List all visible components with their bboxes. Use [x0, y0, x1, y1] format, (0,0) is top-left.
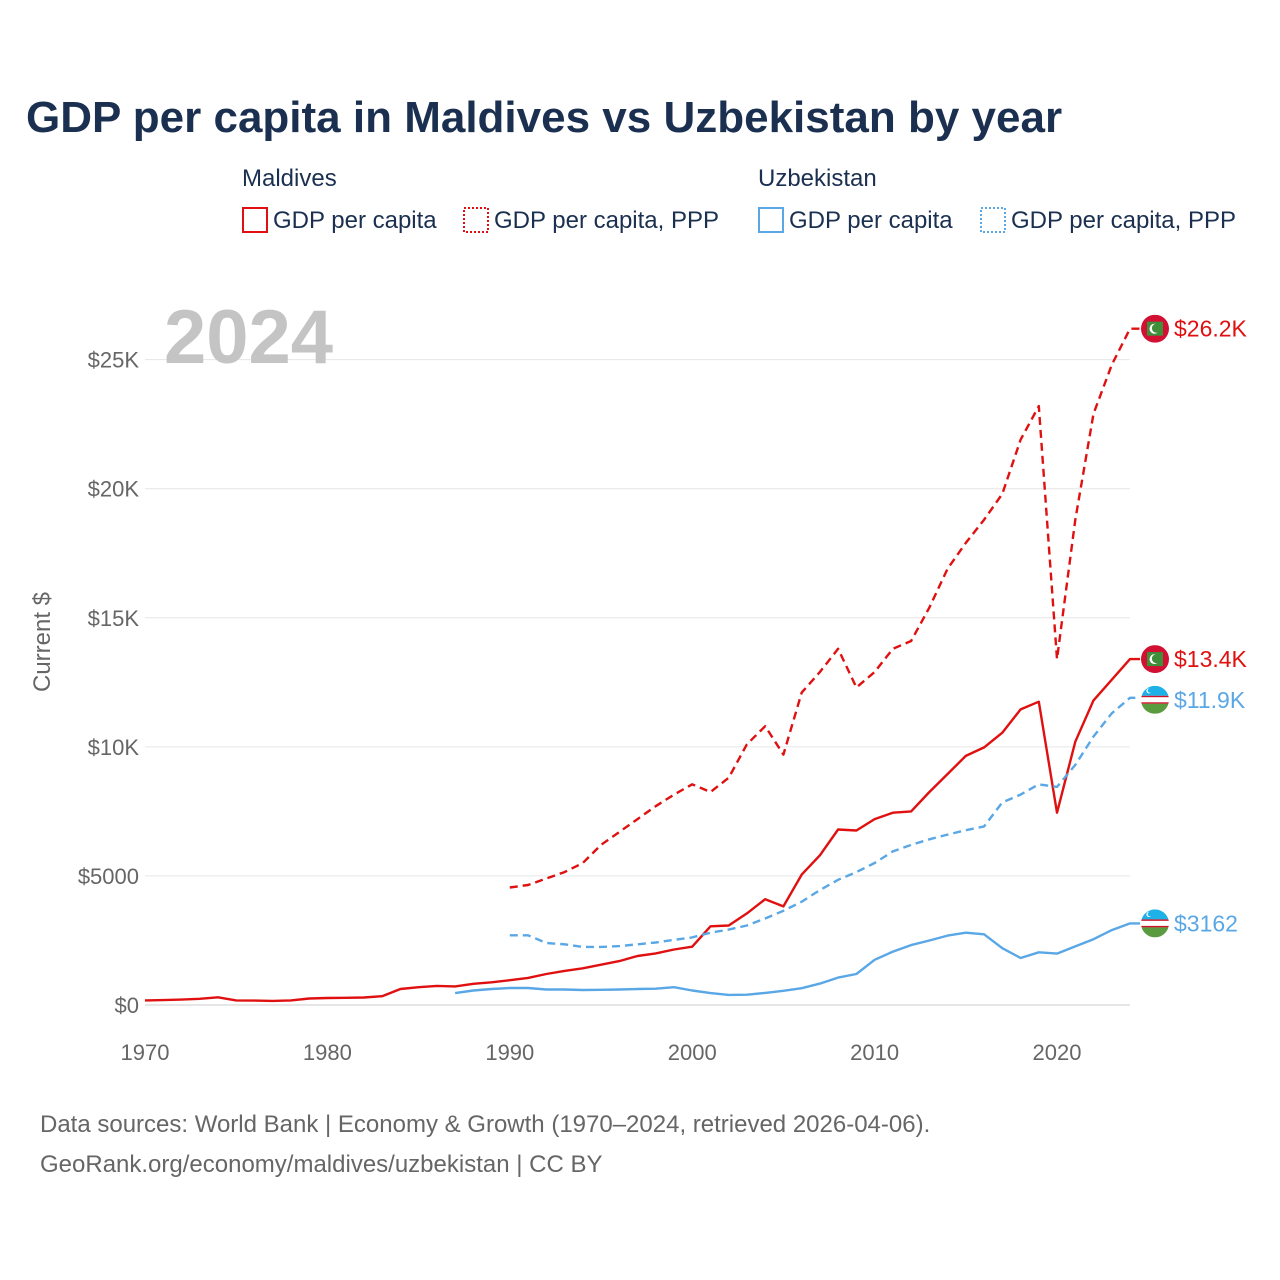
end-label-mv_gdp: $13.4K [1174, 646, 1248, 672]
series-lines [144, 327, 1140, 1003]
x-tick-label: 1970 [121, 1040, 170, 1065]
end-label-uz_gdp: $3162 [1174, 910, 1238, 936]
legend-label-uz-gdp[interactable]: GDP per capita [789, 207, 953, 234]
x-axis-ticks: 1970 1980 1990 2000 2010 2020 [121, 1040, 1082, 1065]
x-tick-label: 2010 [850, 1040, 899, 1065]
legend-label-mv-gdp[interactable]: GDP per capita [273, 207, 437, 234]
y-gridlines [145, 359, 1130, 1006]
source-line-1: Data sources: World Bank | Economy & Gro… [40, 1111, 930, 1138]
chart-title: GDP per capita in Maldives vs Uzbekistan… [26, 93, 1062, 142]
x-tick-label: 1990 [485, 1040, 534, 1065]
legend-label-mv-ppp[interactable]: GDP per capita, PPP [494, 207, 719, 234]
legend-group-maldives: Maldives [242, 165, 337, 192]
end-label-uz_ppp: $11.9K [1174, 687, 1246, 713]
series-line-mv_gdp[interactable] [144, 657, 1140, 1003]
x-tick-label: 2000 [668, 1040, 717, 1065]
series-line-mv_ppp[interactable] [509, 327, 1140, 889]
y-axis-label: Current $ [29, 592, 56, 692]
series-line-uz_gdp[interactable] [454, 922, 1140, 997]
legend-swatch-uz-gdp [758, 207, 784, 233]
legend: Maldives GDP per capita GDP per capita, … [242, 165, 1236, 234]
y-tick-label: $0 [115, 993, 139, 1018]
end-markers: $26.2K $13.4K $11.9K $3162 [1141, 314, 1248, 938]
y-tick-label: $10K [88, 735, 140, 760]
year-label: 2024 [164, 295, 333, 380]
x-tick-label: 2020 [1033, 1040, 1082, 1065]
series-line-uz_ppp[interactable] [509, 696, 1140, 949]
uzbekistan-flag-icon [1141, 685, 1169, 714]
legend-label-uz-ppp[interactable]: GDP per capita, PPP [1011, 207, 1236, 234]
x-tick-label: 1980 [303, 1040, 352, 1065]
y-axis-ticks: $0 $5000 $10K $15K $20K $25K [78, 348, 140, 1018]
legend-swatch-uz-ppp [980, 207, 1006, 233]
legend-swatch-mv-ppp [463, 207, 489, 233]
maldives-flag-icon [1141, 645, 1169, 674]
legend-group-uzbekistan: Uzbekistan [758, 165, 877, 192]
y-tick-label: $25K [88, 348, 140, 373]
legend-swatch-mv-gdp [242, 207, 268, 233]
y-tick-label: $20K [88, 477, 140, 502]
source-line-2[interactable]: GeoRank.org/economy/maldives/uzbekistan … [40, 1151, 603, 1178]
end-label-mv_ppp: $26.2K [1174, 316, 1248, 342]
maldives-flag-icon [1141, 314, 1169, 343]
uzbekistan-flag-icon [1141, 909, 1169, 938]
y-tick-label: $15K [88, 606, 140, 631]
y-tick-label: $5000 [78, 864, 139, 889]
